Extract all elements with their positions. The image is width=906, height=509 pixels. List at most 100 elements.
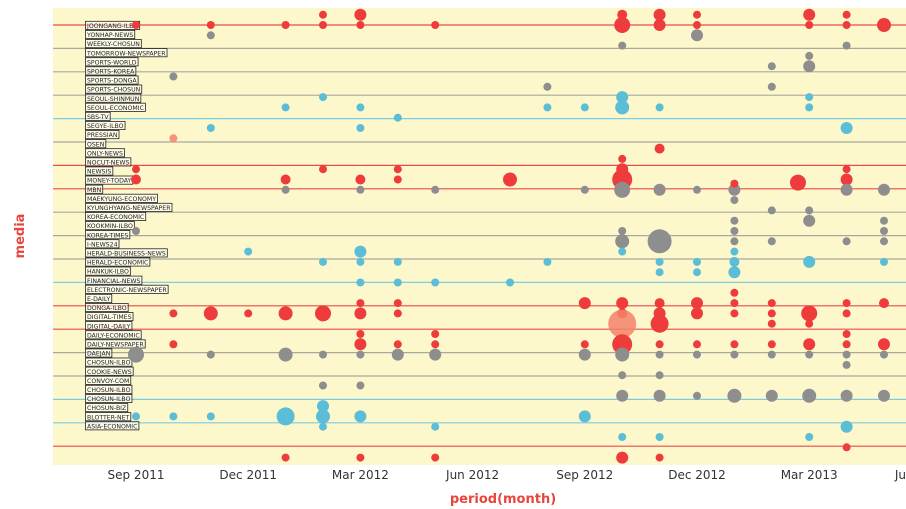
media-label: I-NEWS24 [85, 239, 120, 248]
media-label: BLOTTER-NET [85, 412, 132, 421]
media-label-text: DAILY-NEWSPAPER [87, 342, 144, 349]
media-label: KOOKMIN-ILBO [85, 221, 135, 230]
bubble [431, 453, 440, 462]
bubble [319, 10, 327, 19]
media-label-box [85, 284, 169, 294]
bubble [693, 10, 701, 19]
bubble [319, 93, 327, 102]
bubble [803, 255, 816, 268]
media-label-text: TOMORROW-NEWSPAPER [86, 50, 166, 57]
bubble [354, 338, 367, 351]
bubble [580, 340, 589, 349]
x-tick-label: Mar 2013 [781, 468, 838, 482]
media-label-text: CHOSUN-ILBO [87, 360, 131, 367]
bubble [767, 206, 776, 215]
media-label: DAILY-ECONOMIC [85, 330, 142, 339]
media-label: KOREA-TIMES [85, 230, 131, 239]
media-label-text: KOREA-ECONOMIC [87, 214, 144, 221]
bubble [803, 338, 816, 351]
bubble [506, 278, 514, 287]
bubble [730, 350, 739, 359]
bubble [618, 41, 627, 50]
bubble [393, 113, 402, 122]
bubble [354, 245, 367, 258]
media-label-text: SEGYE-ILBO [87, 123, 124, 130]
bubble [319, 21, 327, 29]
media-label: MONEY-TODAY [85, 175, 134, 185]
media-label-box [85, 130, 120, 140]
media-label: SPORTS-DONGA [85, 75, 139, 85]
media-label: MAEKYUNG-ECONOMY [85, 193, 158, 203]
media-label: NOCUT-NEWS [85, 157, 132, 167]
media-label-text: ONLY-NEWS [87, 150, 123, 157]
bubble [767, 82, 776, 91]
bubble [653, 389, 666, 402]
bubble [805, 319, 814, 328]
bubble [317, 400, 329, 413]
media-label-text: DIGITAL-TIMES [87, 314, 132, 321]
bubble [315, 305, 331, 322]
bubble [616, 297, 629, 310]
media-label-text: SPORTS-KOREA [87, 69, 135, 76]
bubble [431, 278, 440, 287]
media-label: KYUNGHYANG-NEWSPAPER [85, 202, 173, 212]
bubble [169, 72, 178, 81]
media-label: SEGYE-ILBO [85, 121, 126, 130]
bubble [647, 229, 672, 254]
bubble [842, 360, 851, 369]
bubble [431, 185, 440, 194]
media-label-box [85, 157, 132, 167]
bubble [578, 297, 591, 310]
bubble [278, 347, 293, 362]
bubble [693, 268, 701, 277]
bubble [842, 309, 851, 318]
media-label: SEOUL-ECONOMIC [85, 102, 146, 112]
bubble [393, 340, 402, 349]
bubble [356, 330, 365, 338]
bubble [729, 256, 740, 267]
bubble [429, 348, 442, 361]
media-label-box [85, 93, 142, 103]
media-label-box [85, 29, 136, 39]
media-label: SEOUL-SHINMUN [85, 93, 142, 103]
bubble [281, 185, 290, 194]
bubble [618, 433, 627, 441]
bubble [767, 237, 776, 246]
bubble [805, 21, 814, 29]
bubble [805, 206, 814, 215]
media-label-text: HERALD-BUSINESS-NEWS [87, 251, 166, 258]
bubble [393, 278, 402, 287]
bubble [503, 172, 517, 187]
bubble [653, 8, 666, 21]
media-label-text: WEEKLY-CHOSUN [87, 41, 140, 48]
bubble [730, 299, 739, 308]
bubble [842, 41, 851, 50]
bubble [169, 309, 178, 318]
bubble [767, 340, 776, 349]
bubble [393, 165, 402, 174]
media-label: ONLY-NEWS [85, 148, 125, 157]
bubble [616, 451, 629, 464]
bubble [805, 51, 814, 60]
bubble [206, 124, 215, 132]
bubble [615, 100, 630, 115]
bubble [278, 306, 293, 321]
bubble [543, 82, 552, 91]
media-label-text: SPORTS-DONGA [87, 78, 137, 85]
media-label-box [85, 384, 133, 394]
media-label: ELECTRONIC-NEWSPAPER [85, 284, 169, 294]
bubble [431, 422, 440, 431]
bubble [206, 21, 215, 29]
bubble [355, 174, 366, 185]
bubble [728, 266, 741, 279]
bubble [654, 298, 665, 309]
media-label: JOONGANG-ILBO [85, 20, 141, 30]
bubble [878, 389, 890, 402]
bubble [840, 420, 853, 433]
bubble [206, 412, 215, 421]
media-label-box [85, 321, 133, 331]
media-label-text: SPORTS-CHOSUN [87, 87, 141, 94]
media-label-box [85, 312, 134, 322]
media-label-text: JOONGANG-ILBO [86, 23, 138, 30]
bubble [431, 21, 440, 29]
